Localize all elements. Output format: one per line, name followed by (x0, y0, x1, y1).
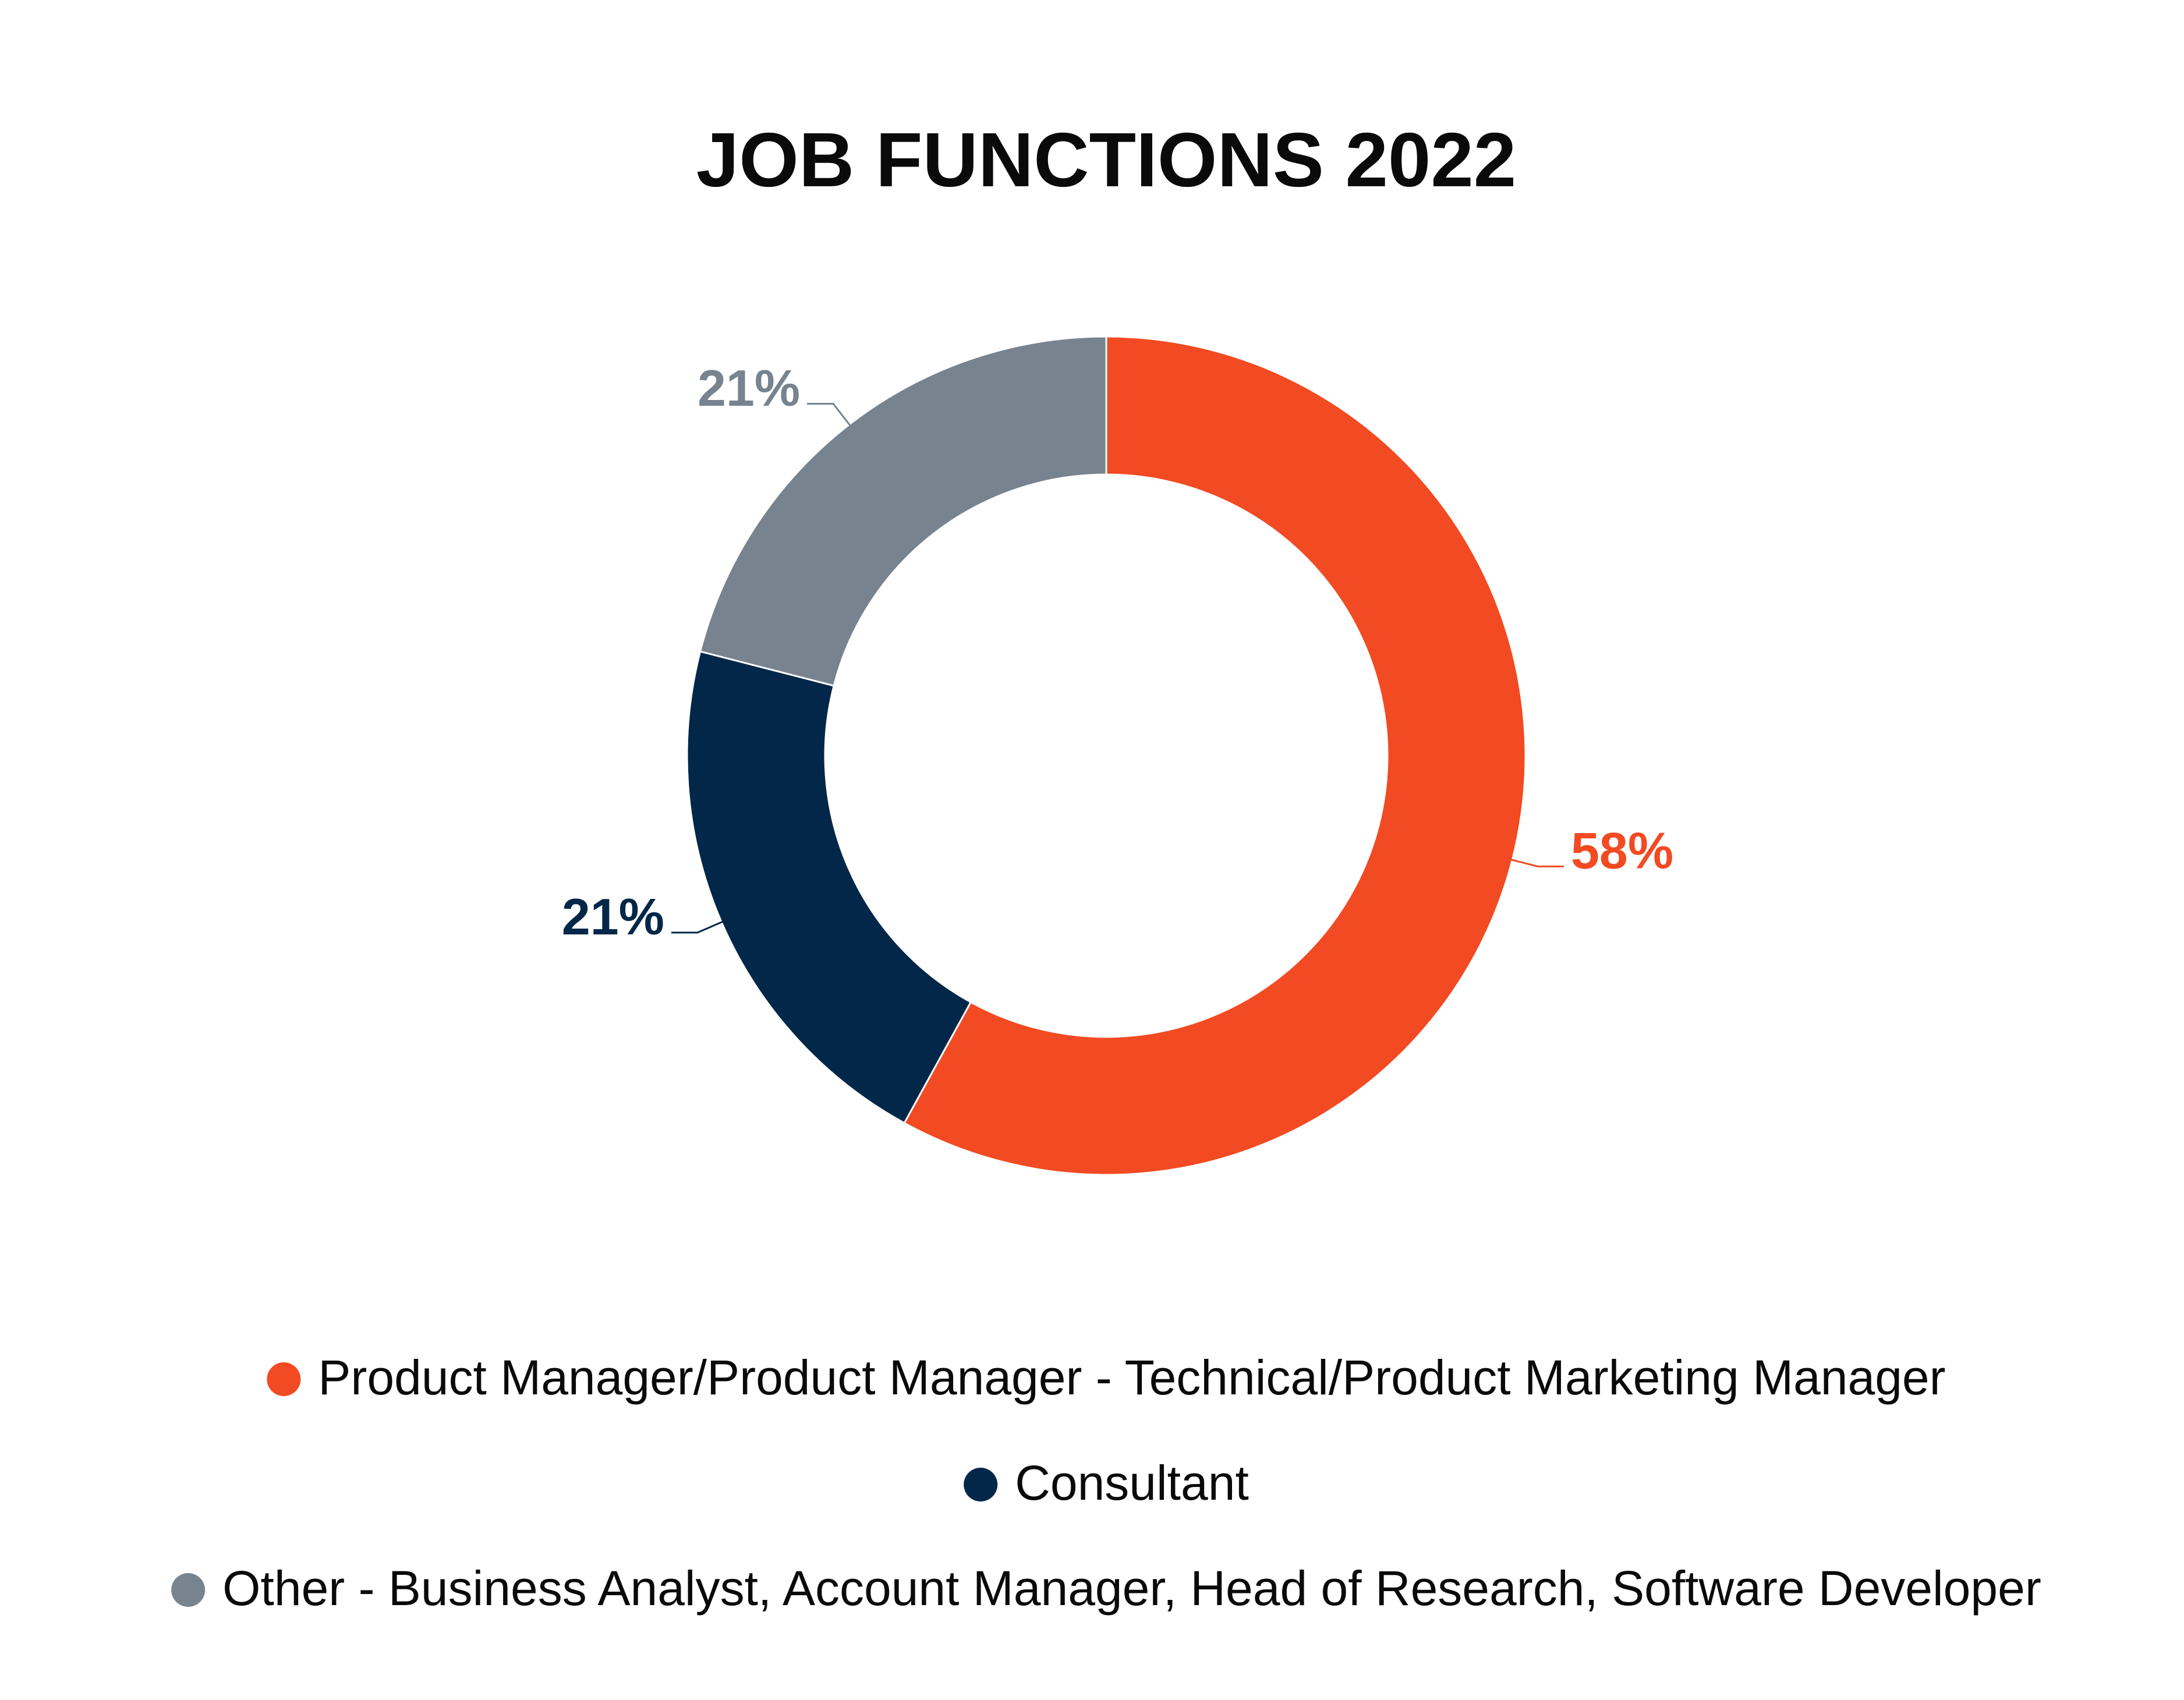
legend-marker (171, 1573, 206, 1607)
donut-slice (699, 335, 1107, 687)
legend-label: Consultant (1015, 1455, 1249, 1510)
donut-slice (903, 335, 1527, 1176)
leader-line (807, 403, 852, 427)
donut-slice (686, 650, 972, 1124)
legend-label: Other - Business Analyst, Account Manage… (222, 1561, 2041, 1616)
slice-label: 21% (698, 359, 800, 417)
legend-marker (267, 1362, 301, 1396)
slice-label: 21% (562, 888, 664, 945)
leader-line (671, 920, 724, 934)
chart-title: JOB FUNCTIONS 2022 (696, 117, 1516, 203)
leader-line (1510, 858, 1564, 867)
slice-label: 58% (1571, 821, 1673, 879)
legend-marker (964, 1468, 998, 1501)
legend-label: Product Manager/Product Manager - Techni… (318, 1350, 1945, 1405)
